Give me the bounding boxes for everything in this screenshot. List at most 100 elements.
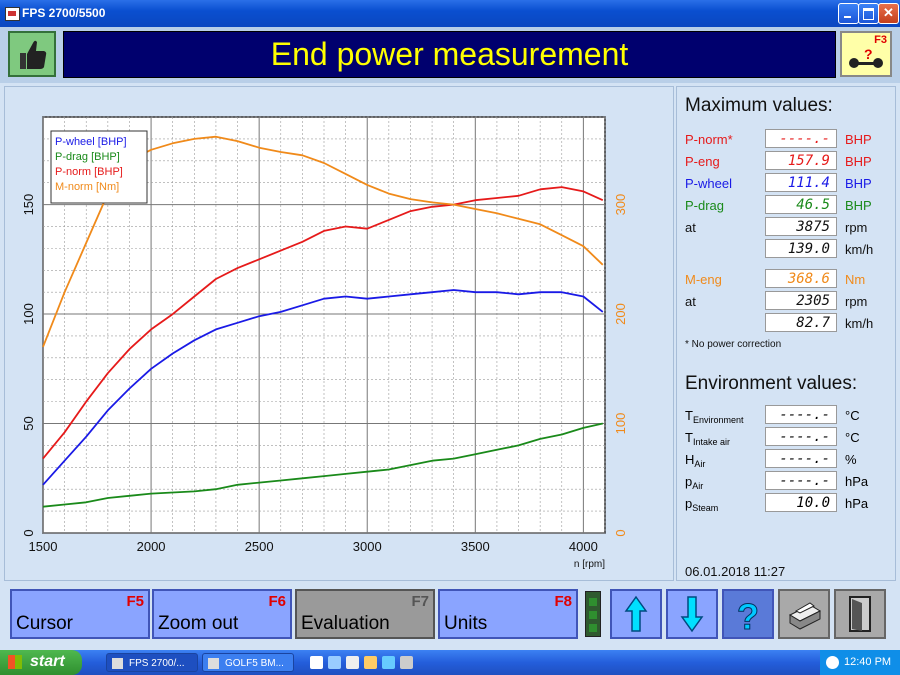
axle-help-icon: ?: [849, 46, 883, 68]
units-button[interactable]: F8 Units: [438, 589, 578, 639]
max-value-row: 139.0 km/h: [685, 239, 891, 259]
environment-field: 10.0: [765, 493, 837, 512]
tray-chevron-icon[interactable]: [826, 656, 839, 669]
f3-key-label: F3: [874, 34, 887, 46]
x-tick-label: 2500: [245, 539, 274, 554]
environment-unit: hPa: [845, 496, 869, 511]
x-tick-label: 3500: [461, 539, 490, 554]
left-y-tick-label: 100: [21, 303, 36, 325]
max-value-row: P-norm* ----.- BHP: [685, 129, 891, 149]
zoom-out-button[interactable]: F6 Zoom out: [152, 589, 292, 639]
thumbs-up-button[interactable]: [8, 31, 56, 77]
quicklaunch-media-icon[interactable]: [382, 656, 395, 669]
svg-text:?: ?: [864, 46, 873, 62]
print-button[interactable]: [778, 589, 830, 639]
environment-label: TIntake air: [685, 430, 730, 447]
right-y-tick-label: 300: [613, 194, 628, 216]
quicklaunch-document-icon[interactable]: [346, 656, 359, 669]
max-value-row: P-eng 157.9 BHP: [685, 151, 891, 171]
max-value-unit: km/h: [845, 316, 874, 331]
arrow-up-icon: [624, 595, 648, 632]
x-tick-label: 4000: [569, 539, 598, 554]
window-titlebar[interactable]: FPS 2700/5500: [0, 0, 900, 27]
thumbs-up-icon: [20, 40, 47, 69]
exit-button[interactable]: [834, 589, 886, 639]
app-icon: [5, 7, 20, 21]
max-value-row: P-wheel 111.4 BHP: [685, 173, 891, 193]
system-tray: 12:40 PM: [820, 650, 900, 675]
right-y-tick-label: 200: [613, 303, 628, 325]
help-button[interactable]: ?: [722, 589, 774, 639]
legend-entry: P-drag [BHP]: [55, 151, 120, 163]
door-exit-icon: [849, 596, 871, 632]
x-tick-label: 3000: [353, 539, 382, 554]
window-title: FPS 2700/5500: [22, 6, 106, 20]
environment-unit: °C: [845, 408, 860, 423]
environment-unit: hPa: [845, 474, 869, 489]
scroll-up-button[interactable]: [610, 589, 662, 639]
quicklaunch-app-icon[interactable]: [364, 656, 377, 669]
environment-row: pAir ----.- hPa: [685, 471, 891, 491]
max-value-row: at 3875 rpm: [685, 217, 891, 237]
svg-text:?: ?: [737, 596, 759, 637]
scroll-down-button[interactable]: [666, 589, 718, 639]
max-value-field: ----.-: [765, 129, 837, 148]
f5-key-label: F5: [126, 593, 144, 610]
legend-entry: M-norm [Nm]: [55, 181, 119, 193]
power-curve-chart[interactable]: 1500 2000 2500 3000 3500 40000501001500100200…: [5, 87, 673, 580]
header-bar: End power measurement F3 ?: [0, 27, 900, 83]
windows-logo-icon: [8, 655, 22, 669]
windows-taskbar: start FPS 2700/... GOLF5 BM... 12:40 PM: [0, 650, 900, 675]
max-value-label: P-drag: [685, 198, 725, 213]
max-value-field: 157.9: [765, 151, 837, 170]
status-led: [585, 591, 601, 637]
environment-unit: %: [845, 452, 857, 467]
max-value-label: P-norm*: [685, 132, 733, 147]
close-button[interactable]: [878, 3, 899, 24]
series-line-p-norm: [42, 186, 604, 460]
max-value-field: 139.0: [765, 239, 837, 258]
help-config-button[interactable]: F3 ?: [840, 31, 892, 77]
environment-field: ----.-: [765, 427, 837, 446]
f7-key-label: F7: [411, 593, 429, 610]
quicklaunch-explorer-icon[interactable]: [328, 656, 341, 669]
max-value-unit: km/h: [845, 242, 874, 257]
max-value-label: P-wheel: [685, 176, 732, 191]
environment-row: pSteam 10.0 hPa: [685, 493, 891, 513]
max-value-unit: Nm: [845, 272, 866, 287]
correction-note: * No power correction: [685, 339, 782, 350]
max-value-field: 46.5: [765, 195, 837, 214]
f8-key-label: F8: [554, 593, 572, 610]
taskbar-item-fps[interactable]: FPS 2700/...: [106, 653, 198, 672]
f6-key-label: F6: [268, 593, 286, 610]
quicklaunch-tool-icon[interactable]: [400, 656, 413, 669]
quicklaunch-ie-icon[interactable]: [310, 656, 323, 669]
zoom-out-button-label: Zoom out: [158, 613, 239, 634]
series-line-p-wheel: [42, 289, 604, 486]
question-mark-icon: ?: [737, 596, 760, 638]
max-value-row: 82.7 km/h: [685, 313, 891, 333]
minimize-button[interactable]: [838, 3, 859, 24]
environment-unit: °C: [845, 430, 860, 445]
function-key-bar: F5 Cursor F6 Zoom out F7 Evaluation F8 U…: [0, 583, 900, 643]
max-value-label: M-eng: [685, 272, 722, 287]
cursor-button[interactable]: F5 Cursor: [10, 589, 150, 639]
environment-label: HAir: [685, 452, 706, 469]
page-title: End power measurement: [63, 31, 836, 78]
environment-label: pSteam: [685, 496, 719, 513]
environment-row: TIntake air ----.- °C: [685, 427, 891, 447]
max-value-label: at: [685, 220, 696, 235]
max-value-unit: BHP: [845, 198, 872, 213]
values-panel: Maximum values: P-norm* ----.- BHP P-eng 157…: [676, 86, 896, 581]
start-button[interactable]: start: [0, 650, 82, 675]
environment-heading: Environment values:: [685, 373, 858, 394]
max-value-field: 111.4: [765, 173, 837, 192]
evaluation-button[interactable]: F7 Evaluation: [295, 589, 435, 639]
evaluation-button-label: Evaluation: [301, 613, 390, 634]
chart-legend: [50, 130, 148, 204]
left-y-tick-label: 150: [21, 194, 36, 216]
max-value-row: at 2305 rpm: [685, 291, 891, 311]
taskbar-item-golf5[interactable]: GOLF5 BM...: [202, 653, 294, 672]
measurement-datetime: 06.01.2018 11:27: [685, 564, 786, 579]
maximize-button[interactable]: [858, 3, 879, 24]
